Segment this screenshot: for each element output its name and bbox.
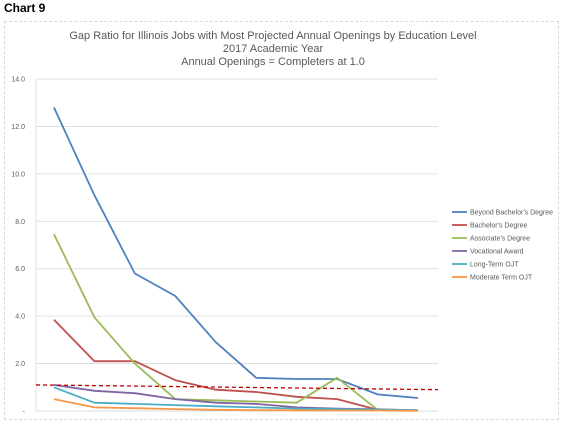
- y-tick-label: -: [23, 409, 26, 416]
- series-line-5: [53, 386, 419, 411]
- legend-label-1: Beyond Bachelor's Degree: [470, 210, 553, 217]
- y-tick-label: 8.0: [15, 219, 25, 226]
- series-line-1: [53, 107, 419, 399]
- y-tick-label: 2.0: [15, 361, 25, 368]
- series-line-3: [53, 233, 419, 412]
- y-tick-label: 14.0: [11, 77, 25, 84]
- legend-label-2: Bachelor's Degree: [470, 223, 527, 230]
- series-line-6: [53, 398, 419, 412]
- chart-title-line-2: 2017 Academic Year: [223, 43, 324, 55]
- legend-label-6: Moderate Term OJT: [470, 275, 533, 282]
- legend-label-3: Associate's Degree: [470, 236, 530, 243]
- y-tick-label: 6.0: [15, 266, 25, 273]
- y-tick-label: 10.0: [11, 171, 25, 178]
- legend-label-4: Vocational Award: [470, 249, 524, 256]
- series-line-2: [53, 319, 419, 412]
- y-tick-label: 4.0: [15, 314, 25, 321]
- chart-label: Chart 9: [4, 1, 46, 15]
- reference-line: [35, 384, 439, 391]
- legend-label-5: Long-Term OJT: [470, 262, 519, 269]
- y-tick-label: 12.0: [11, 124, 25, 131]
- chart-frame: [4, 21, 559, 420]
- chart-title-line-3: Annual Openings = Completers at 1.0: [181, 56, 365, 68]
- chart-title-line-1: Gap Ratio for Illinois Jobs with Most Pr…: [69, 30, 476, 42]
